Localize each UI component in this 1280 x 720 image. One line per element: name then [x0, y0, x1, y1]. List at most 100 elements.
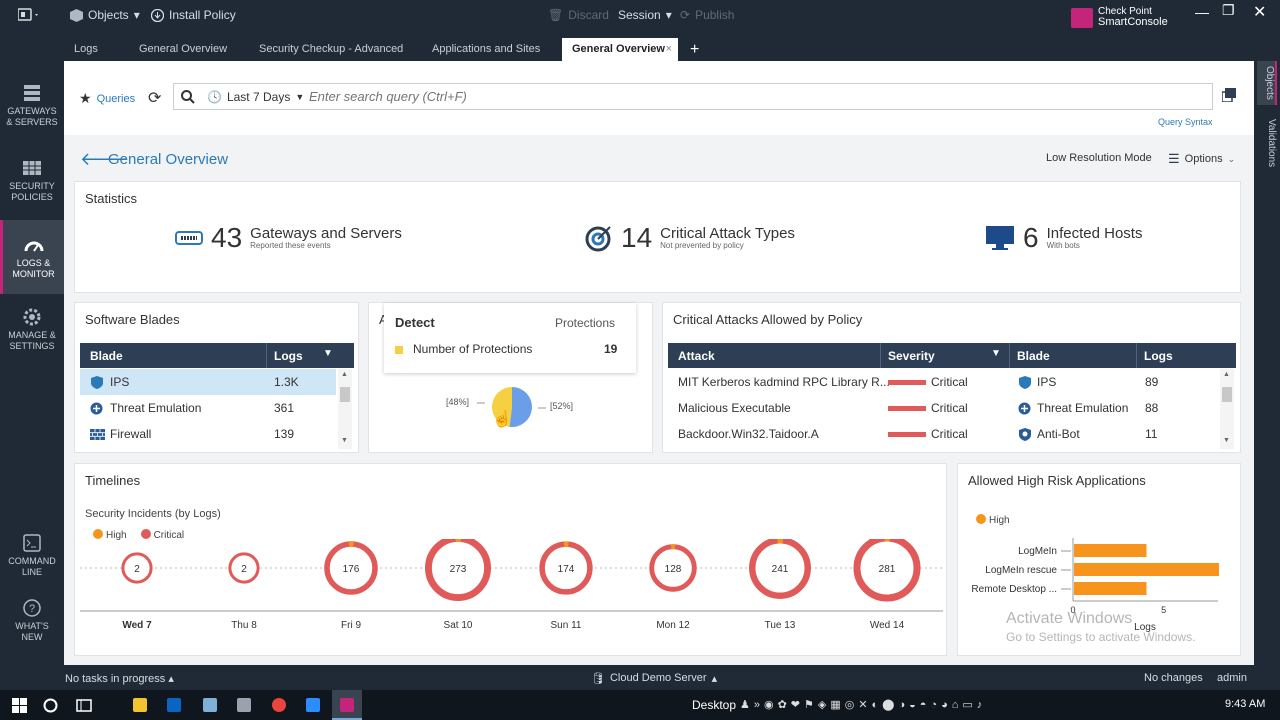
install-policy-label: Install Policy [169, 8, 236, 22]
restore-button[interactable]: ❐ [1222, 2, 1235, 18]
col-attack[interactable]: Attack [678, 349, 715, 363]
close-tab-icon[interactable]: × [665, 43, 672, 55]
install-policy-button[interactable]: Install Policy [151, 8, 236, 22]
validations-panel-tab[interactable]: Validations [1257, 113, 1277, 173]
nav-manage-settings[interactable]: MANAGE & SETTINGS [0, 308, 64, 368]
table-row[interactable]: Threat Emulation 361 [80, 395, 336, 421]
scroll-up-icon[interactable]: ▲ [341, 371, 348, 378]
col-blade[interactable]: Blade [1017, 349, 1050, 363]
timeline-donut[interactable] [121, 552, 153, 584]
tab-general-overview-active[interactable]: General Overview × [562, 38, 678, 61]
col-logs[interactable]: Logs [274, 349, 303, 363]
scroll-down-icon[interactable]: ▼ [341, 437, 348, 444]
options-menu[interactable]: ☰ Options ⌄ [1168, 151, 1235, 167]
queries-button[interactable]: ★ Queries [79, 90, 135, 107]
tab-applications-sites[interactable]: Applications and Sites [422, 38, 550, 61]
bar[interactable] [1074, 563, 1219, 576]
publish-button[interactable]: ⟳ Publish [680, 8, 734, 22]
scroll-thumb[interactable] [1222, 387, 1232, 402]
pie-slice[interactable] [492, 387, 512, 427]
objects-menu[interactable]: Objects ▾ [70, 8, 140, 22]
stat-critical-attacks[interactable]: 14 Critical Attack Types Not prevented by… [585, 222, 795, 254]
network-tool-icon[interactable] [237, 698, 251, 712]
minimize-button[interactable]: — [1195, 4, 1209, 20]
scroll-thumb[interactable] [340, 387, 350, 402]
nav-whats-new[interactable]: ? WHAT'S NEW [0, 599, 64, 649]
task-view-icon[interactable] [76, 698, 92, 713]
bar[interactable] [1074, 544, 1147, 557]
protections-panel: A Detect Protections Number of Protectio… [368, 302, 653, 453]
refresh-button[interactable]: ⟳ [148, 88, 161, 108]
col-blade[interactable]: Blade [90, 349, 123, 363]
session-menu[interactable]: Session ▾ [618, 8, 672, 22]
table-row[interactable]: Malicious Executable Critical Threat Emu… [668, 395, 1218, 421]
desktop-toolbar[interactable]: Desktop [692, 698, 737, 712]
anti-bot-icon [1019, 428, 1031, 441]
timeline-value: 174 [558, 564, 575, 575]
table-row[interactable]: MIT Kerberos kadmind RPC Library R... Cr… [668, 369, 1218, 395]
bar[interactable] [1074, 582, 1147, 595]
trash-icon: 🗑 [548, 8, 564, 22]
stat-number: 6 [1023, 222, 1039, 253]
nav-logs-monitor[interactable]: LOGS & MONITOR [0, 220, 64, 294]
install-icon [151, 8, 164, 22]
legend-high[interactable]: High [93, 529, 127, 541]
table-row[interactable]: Firewall 139 [80, 421, 336, 447]
objects-panel-tab[interactable]: Objects [1257, 61, 1277, 105]
scrollbar[interactable]: ▲ ▼ [1220, 369, 1234, 449]
zoom-icon[interactable] [306, 698, 320, 712]
windows-start-icon[interactable] [12, 698, 27, 713]
add-tab-button[interactable]: + [690, 41, 700, 58]
stat-gateways[interactable]: 43 Gateways and Servers Reported these ev… [175, 222, 402, 254]
system-tray-icons[interactable]: ♟»◉✿❤⚑◈▦◎✕◐⬤◑◒◓◔◕⌂▭♪ [740, 699, 987, 711]
scrollbar[interactable]: ▲ ▼ [338, 369, 352, 449]
timeline-day-label: Fri 9 [341, 620, 361, 631]
timeline-donut[interactable] [228, 552, 260, 584]
timeline-donut[interactable] [425, 539, 491, 601]
database-icon: 🛢 [591, 673, 605, 685]
outlook-icon[interactable] [167, 698, 181, 712]
search-input[interactable] [309, 87, 1199, 106]
notepad-icon[interactable] [203, 698, 217, 712]
back-button[interactable]: 🡐 [80, 149, 128, 170]
discard-button[interactable]: 🗑 Discard [548, 8, 609, 22]
server-status[interactable]: 🛢 Cloud Demo Server ▴ [591, 672, 717, 685]
chrome-icon[interactable] [272, 698, 286, 712]
legend-critical[interactable]: Critical [140, 529, 184, 541]
app-menu-button[interactable] [18, 8, 40, 22]
table-row[interactable]: Backdoor.Win32.Taidoor.A Critical Anti-B… [668, 421, 1218, 447]
scroll-up-icon[interactable]: ▲ [1223, 371, 1230, 378]
col-logs[interactable]: Logs [1144, 349, 1173, 363]
tab-logs[interactable]: Logs [64, 38, 108, 61]
sort-desc-icon[interactable]: ▼ [323, 348, 333, 359]
question-icon: ? [23, 599, 41, 617]
timeline-donut[interactable] [853, 539, 921, 602]
nav-command-line[interactable]: COMMAND LINE [0, 534, 64, 584]
open-window-button[interactable] [1221, 88, 1236, 103]
tab-label: General Overview [572, 43, 665, 55]
tab-general-overview-1[interactable]: General Overview [129, 38, 237, 61]
table-row[interactable]: IPS 1.3K [80, 369, 336, 395]
x-tick-label: 0 [1070, 605, 1075, 615]
target-icon [585, 226, 611, 252]
low-resolution-mode[interactable]: Low Resolution Mode [1046, 152, 1152, 164]
stat-infected-hosts[interactable]: 6 Infected Hosts With bots [985, 222, 1142, 254]
tab-security-checkup[interactable]: Security Checkup - Advanced [249, 38, 413, 61]
tasks-status[interactable]: No tasks in progress ▴ [65, 672, 174, 685]
query-syntax-link[interactable]: Query Syntax [1158, 117, 1213, 127]
arrow-left-icon: 🡐 [80, 149, 129, 169]
nav-gateways-servers[interactable]: GATEWAYS & SERVERS [0, 84, 64, 144]
col-severity[interactable]: Severity [888, 349, 935, 363]
search-circle-icon[interactable] [43, 698, 58, 713]
pie-slice[interactable] [509, 387, 532, 427]
refresh-icon: ⟳ [148, 90, 162, 107]
file-explorer-icon[interactable] [133, 698, 147, 712]
close-window-button[interactable]: ✕ [1253, 4, 1267, 21]
legend-high[interactable]: High [976, 514, 1010, 526]
smartconsole-taskbar-button[interactable] [332, 690, 362, 720]
nav-security-policies[interactable]: SECURITY POLICIES [0, 159, 64, 219]
time-range-select[interactable]: 🕓 Last 7 Days ▼ [207, 90, 304, 104]
scroll-down-icon[interactable]: ▼ [1223, 437, 1230, 444]
protections-pie-chart [477, 387, 546, 427]
sort-desc-icon[interactable]: ▼ [991, 348, 1001, 359]
